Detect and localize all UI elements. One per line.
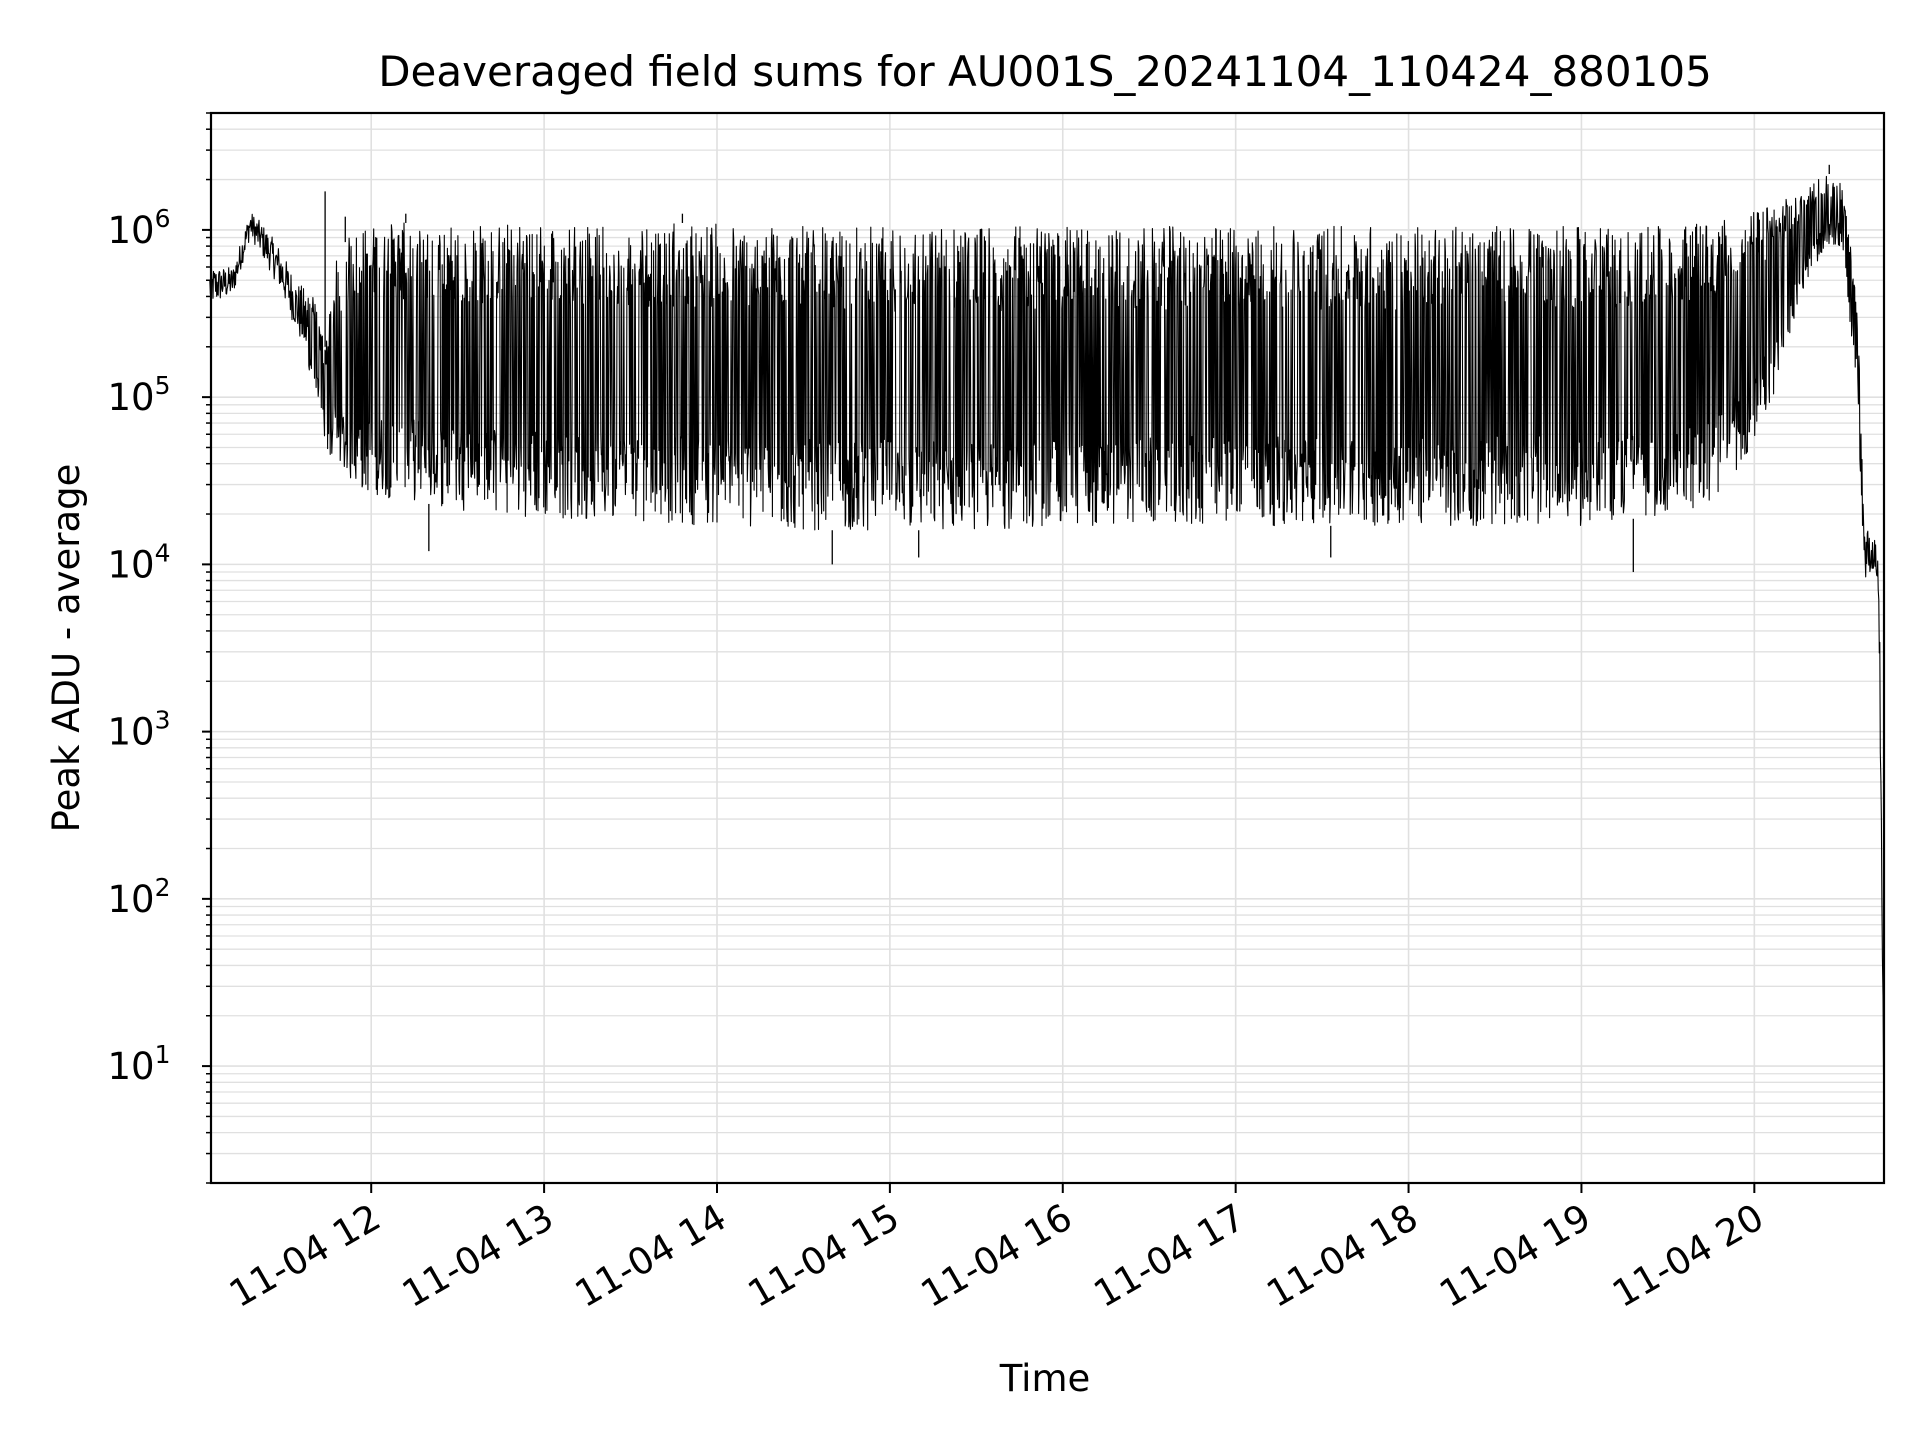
y-tick-exponent: 5 [155,371,171,400]
y-tick-base: 10 [108,543,155,586]
y-tick-exponent: 2 [155,873,171,902]
data-layer [209,164,1885,1133]
y-tick-exponent: 4 [155,538,171,567]
y-tick-base: 10 [108,878,155,921]
y-tick-label: 105 [108,371,171,419]
y-tick-label: 106 [108,204,171,252]
y-tick-base: 10 [108,1045,155,1088]
y-tick-base: 10 [108,376,155,419]
y-tick-label: 101 [108,1040,171,1088]
y-axis-label: Peak ADU - average [45,464,88,833]
y-tick-exponent: 1 [155,1040,171,1069]
data-series-line [209,175,1885,1133]
y-tick-label: 103 [108,706,171,754]
y-tick-base: 10 [108,711,155,754]
y-tick-exponent: 3 [155,706,171,735]
y-tick-label: 102 [108,873,171,921]
x-axis-label: Time [999,1357,1091,1400]
y-tick-label: 104 [108,538,171,586]
chart-title: Deaveraged field sums for AU001S_2024110… [378,47,1712,96]
y-tick-base: 10 [108,209,155,252]
y-tick-exponent: 6 [155,204,171,233]
plot-frame [209,111,1886,1185]
